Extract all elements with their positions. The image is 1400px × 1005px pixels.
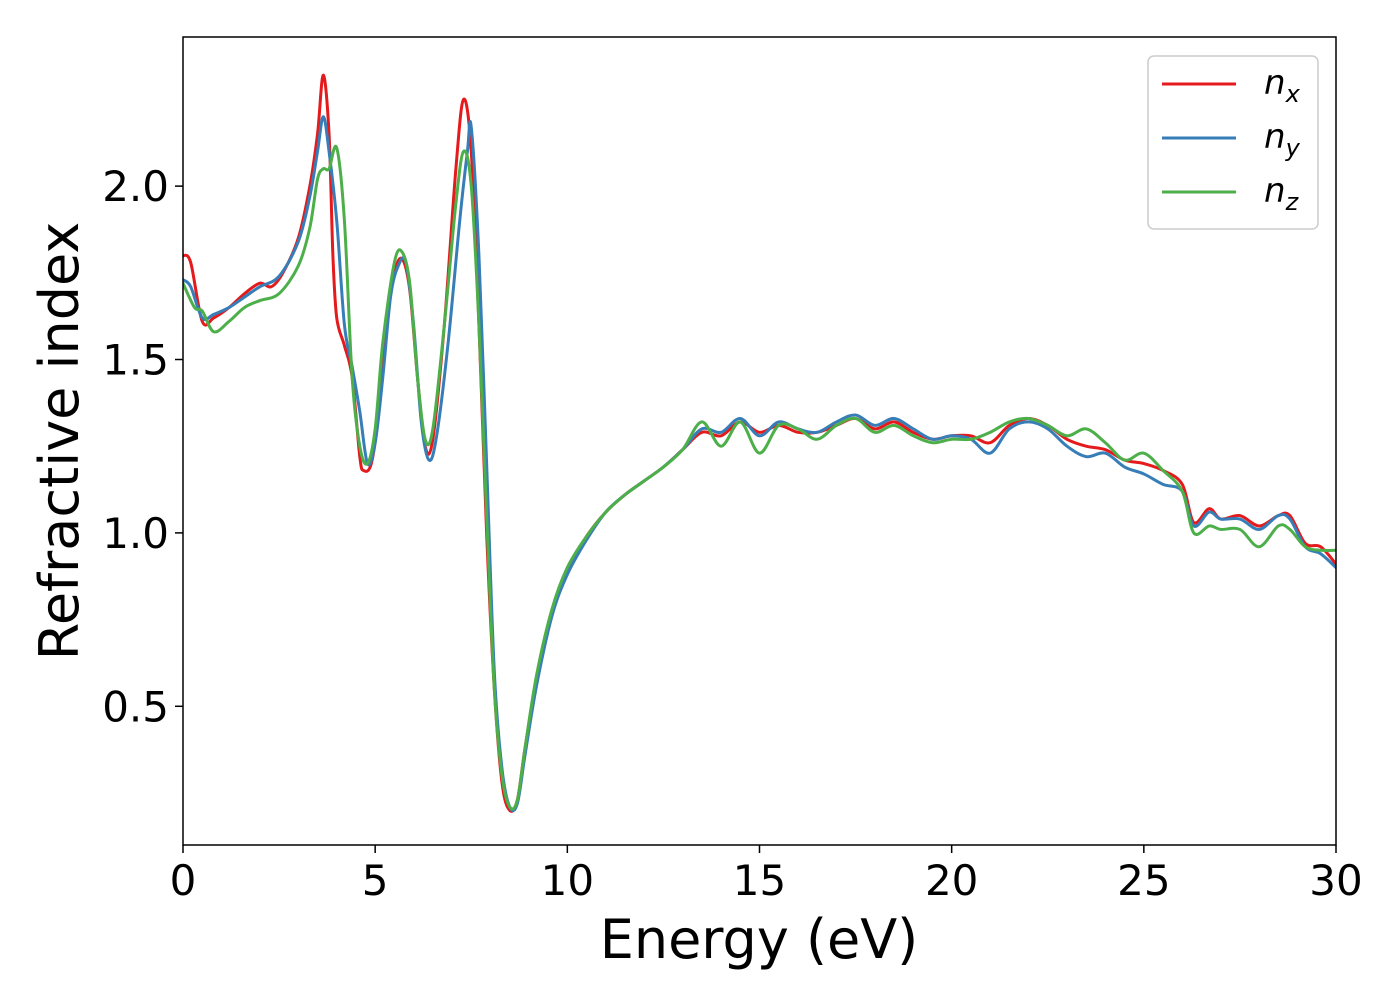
x-tick-label: 0 bbox=[170, 856, 197, 905]
legend-label-x: nx bbox=[1264, 63, 1301, 108]
y-axis-label: Refractive index bbox=[28, 222, 91, 661]
x-tick-label: 25 bbox=[1117, 856, 1170, 905]
x-tick-label: 10 bbox=[541, 856, 594, 905]
x-axis-label: Energy (eV) bbox=[600, 908, 919, 971]
y-tick-label: 2.0 bbox=[102, 162, 169, 211]
x-tick-label: 15 bbox=[733, 856, 786, 905]
series-line-z bbox=[183, 144, 1336, 811]
series-line-y bbox=[183, 115, 1336, 813]
legend-items: nx ny nz bbox=[1162, 63, 1301, 216]
x-axis-ticks: 0 5 10 15 20 25 30 bbox=[170, 845, 1363, 905]
y-tick-label: 0.5 bbox=[102, 682, 169, 731]
x-tick-label: 20 bbox=[925, 856, 978, 905]
y-tick-label: 1.5 bbox=[102, 336, 169, 385]
legend-box bbox=[1147, 55, 1319, 230]
x-tick-label: 30 bbox=[1309, 856, 1362, 905]
y-axis-ticks: 0.5 1.0 1.5 2.0 bbox=[102, 162, 183, 731]
legend: nx ny nz bbox=[1147, 55, 1319, 230]
legend-label-y: ny bbox=[1264, 117, 1301, 162]
x-tick-label: 5 bbox=[362, 856, 389, 905]
series-layer bbox=[183, 73, 1336, 813]
y-tick-label: 1.0 bbox=[102, 509, 169, 558]
legend-label-z: nz bbox=[1264, 171, 1300, 216]
